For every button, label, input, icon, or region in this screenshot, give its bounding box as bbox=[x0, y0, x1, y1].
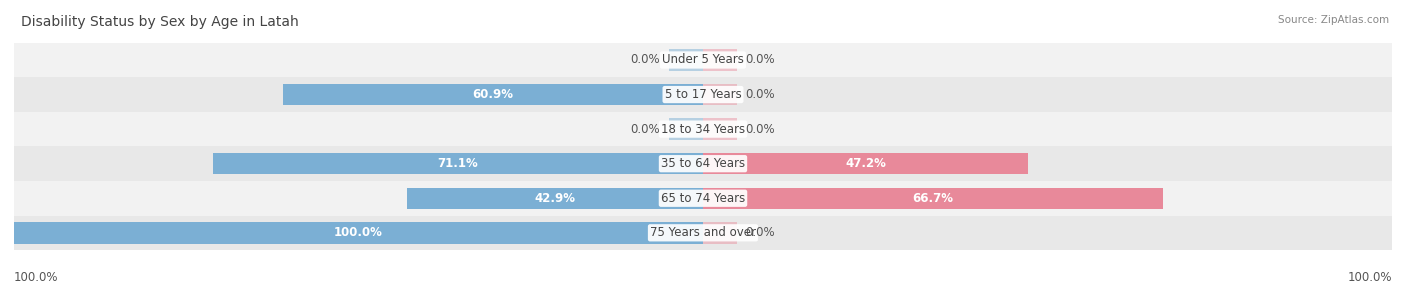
Text: 75 Years and over: 75 Years and over bbox=[650, 226, 756, 239]
Bar bbox=[14, 181, 1392, 216]
Text: 71.1%: 71.1% bbox=[437, 157, 478, 170]
Text: 0.0%: 0.0% bbox=[631, 53, 661, 66]
Bar bbox=[669, 49, 703, 71]
Text: Under 5 Years: Under 5 Years bbox=[662, 53, 744, 66]
Text: 100.0%: 100.0% bbox=[1347, 271, 1392, 284]
Bar bbox=[703, 222, 738, 243]
Bar bbox=[14, 77, 1392, 112]
Text: 100.0%: 100.0% bbox=[335, 226, 382, 239]
Bar bbox=[703, 84, 738, 105]
Bar bbox=[703, 49, 738, 71]
Text: 5 to 17 Years: 5 to 17 Years bbox=[665, 88, 741, 101]
Text: 0.0%: 0.0% bbox=[631, 123, 661, 136]
Bar bbox=[703, 118, 738, 140]
Bar bbox=[14, 43, 1392, 77]
Text: 47.2%: 47.2% bbox=[845, 157, 886, 170]
Bar bbox=[408, 188, 703, 209]
Text: 0.0%: 0.0% bbox=[745, 123, 775, 136]
Text: 100.0%: 100.0% bbox=[14, 271, 59, 284]
Text: Disability Status by Sex by Age in Latah: Disability Status by Sex by Age in Latah bbox=[21, 15, 299, 29]
Text: 65 to 74 Years: 65 to 74 Years bbox=[661, 192, 745, 205]
Text: 35 to 64 Years: 35 to 64 Years bbox=[661, 157, 745, 170]
Bar bbox=[669, 118, 703, 140]
Text: 0.0%: 0.0% bbox=[745, 226, 775, 239]
Bar bbox=[703, 153, 1028, 174]
Bar bbox=[14, 112, 1392, 146]
Bar bbox=[14, 222, 703, 243]
Text: 66.7%: 66.7% bbox=[912, 192, 953, 205]
Bar bbox=[14, 216, 1392, 250]
Bar bbox=[14, 146, 1392, 181]
Text: 60.9%: 60.9% bbox=[472, 88, 513, 101]
Text: 42.9%: 42.9% bbox=[534, 192, 575, 205]
Bar bbox=[284, 84, 703, 105]
Bar bbox=[214, 153, 703, 174]
Legend: Male, Female: Male, Female bbox=[633, 300, 773, 305]
Bar bbox=[703, 188, 1163, 209]
Text: 18 to 34 Years: 18 to 34 Years bbox=[661, 123, 745, 136]
Text: 0.0%: 0.0% bbox=[745, 88, 775, 101]
Text: Source: ZipAtlas.com: Source: ZipAtlas.com bbox=[1278, 15, 1389, 25]
Text: 0.0%: 0.0% bbox=[745, 53, 775, 66]
